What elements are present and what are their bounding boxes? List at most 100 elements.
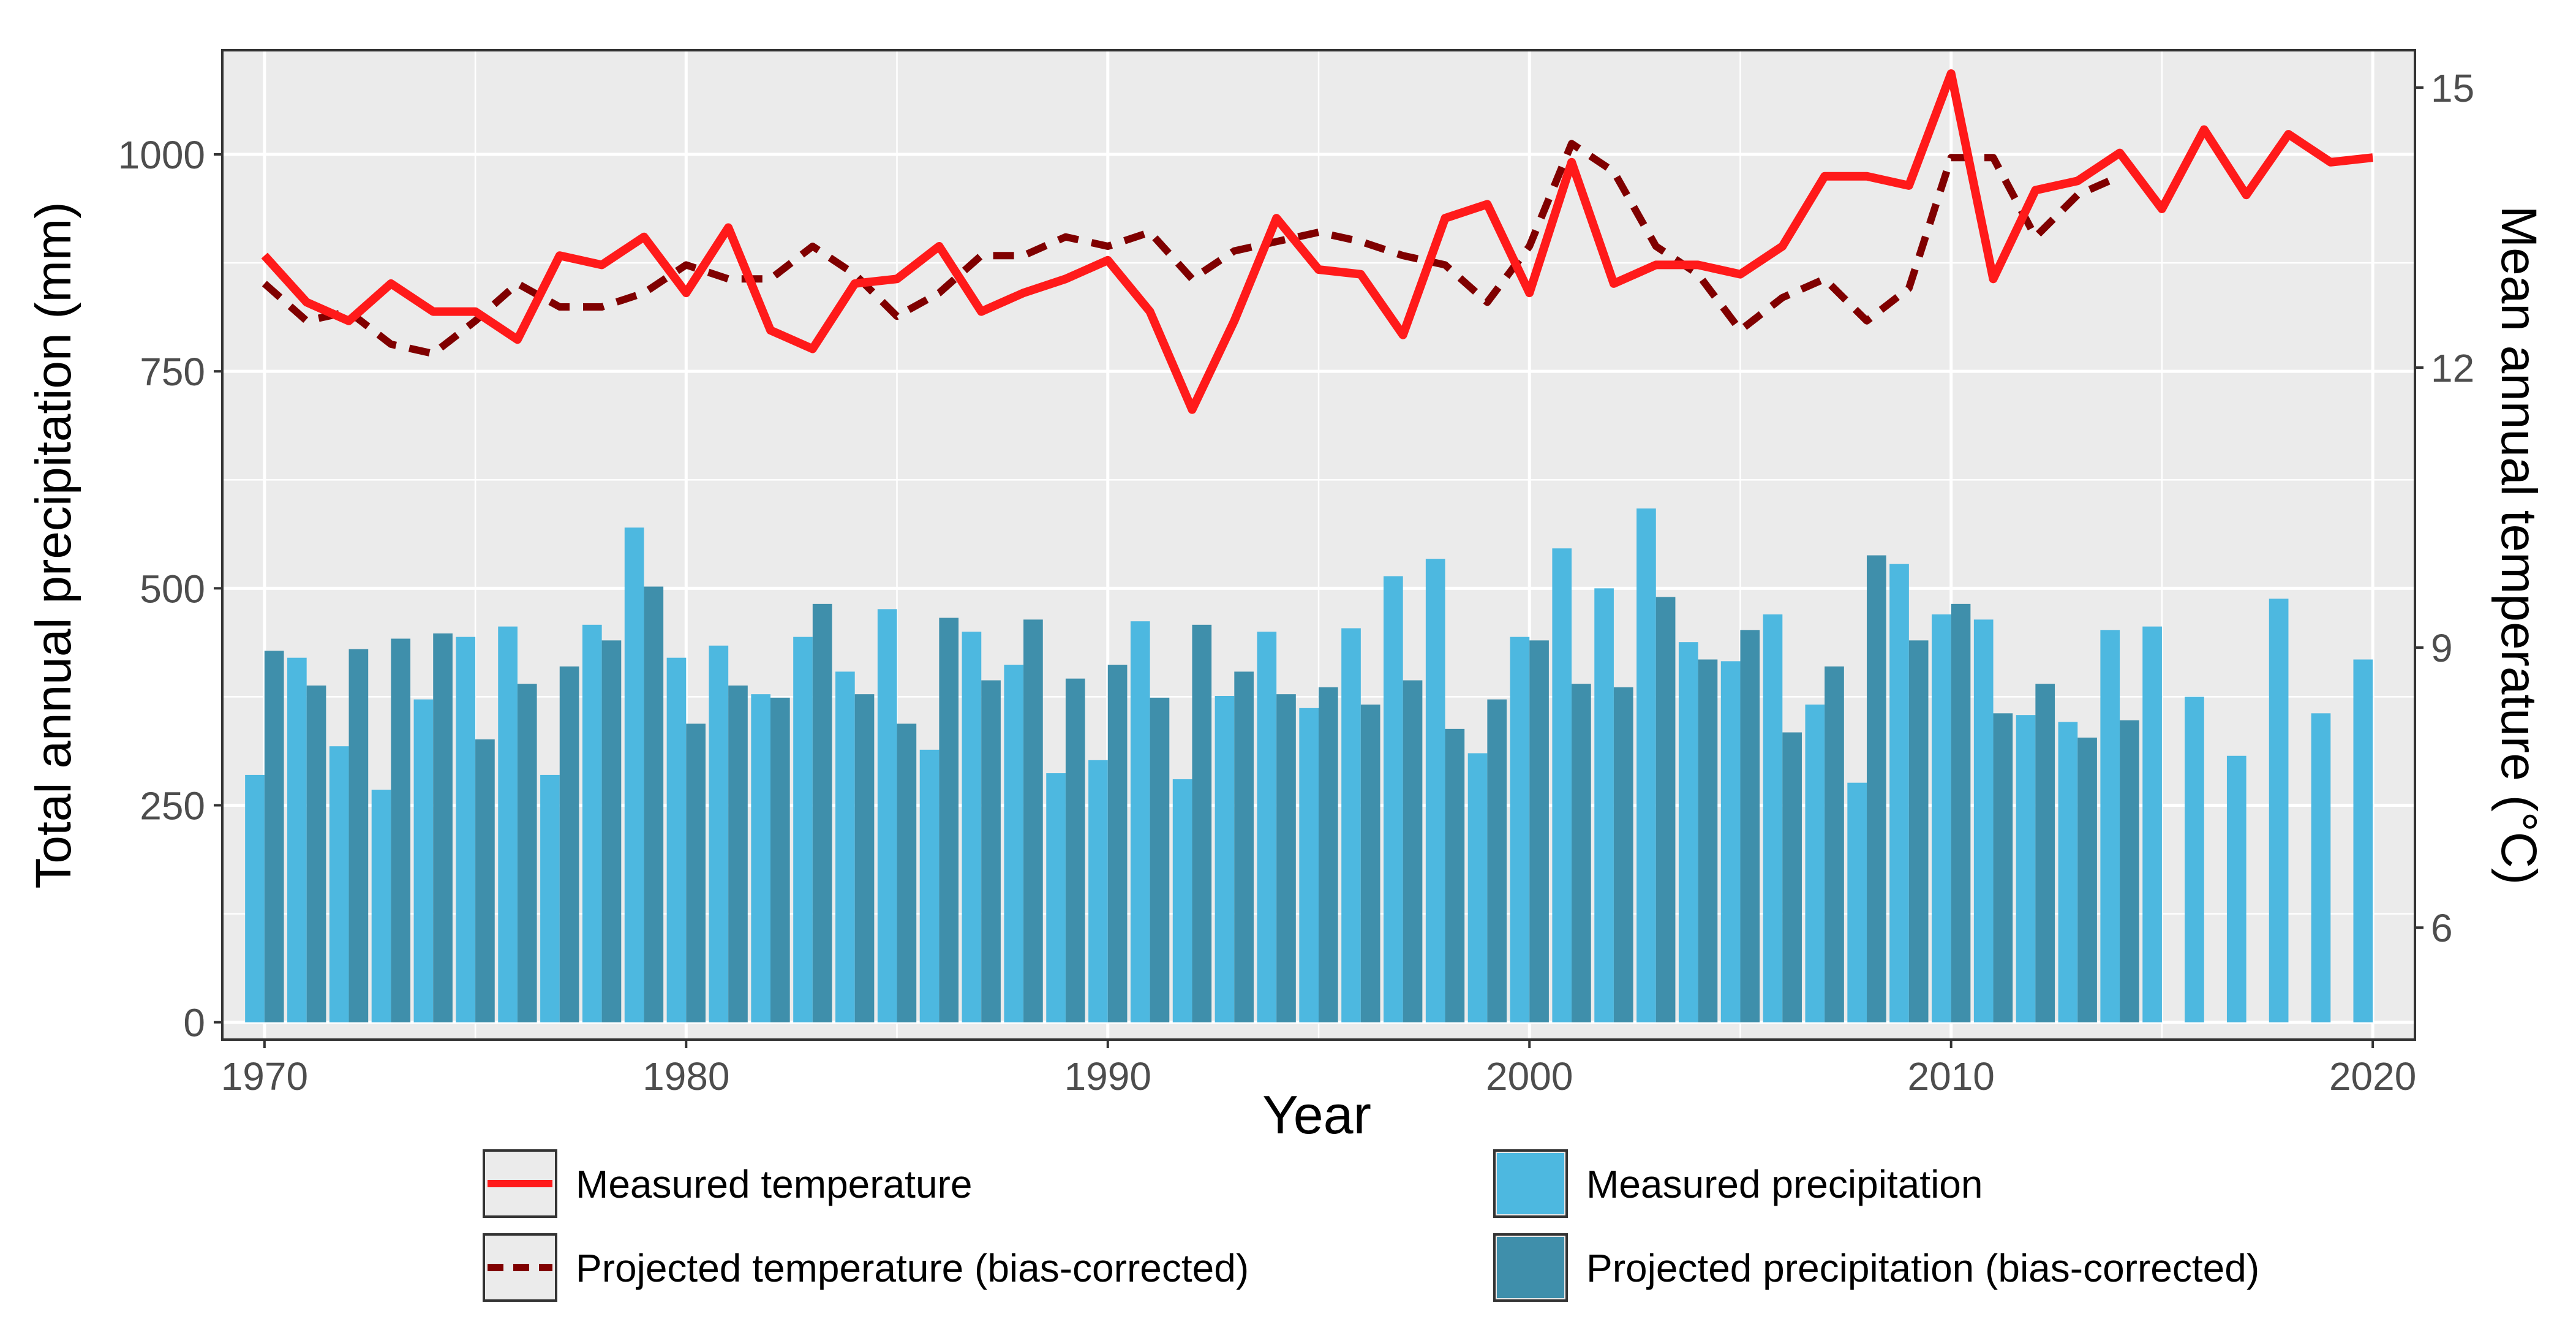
measured-precipitation-bar — [1425, 559, 1445, 1022]
measured-precipitation-bar — [1594, 588, 1614, 1022]
projected-precipitation-bar — [1445, 728, 1465, 1022]
measured-precipitation-bar — [1341, 628, 1361, 1022]
projected-precipitation-bar — [1740, 630, 1760, 1022]
measured-precipitation-bar — [1088, 760, 1108, 1022]
projected-precipitation-bar — [391, 638, 411, 1022]
projected-precipitation-bar — [559, 666, 579, 1022]
measured-precipitation-bar — [1552, 548, 1572, 1022]
projected-precipitation-bar — [517, 684, 537, 1022]
projected-precipitation-bar — [1360, 705, 1380, 1022]
projected-precipitation-bar — [1993, 713, 2013, 1022]
y-right-tick-label: 9 — [2431, 626, 2453, 670]
measured-precipitation-bar — [1004, 665, 1024, 1022]
measured-temperature-line-group — [261, 69, 2373, 414]
projected-precipitation-bar — [897, 724, 917, 1022]
y-left-tick-label: 0 — [183, 1001, 205, 1045]
axes: 0 250 500 750 1000 6 9 12 15 1970 1980 1990 2000 2010… — [118, 66, 2475, 1098]
projected-precipitation-bar — [1023, 619, 1043, 1022]
measured-precipitation-bar — [2226, 755, 2246, 1022]
measured-precipitation-bar — [835, 671, 855, 1022]
y-left-tick-label: 250 — [140, 784, 205, 828]
y-right-tick-label: 6 — [2431, 906, 2453, 950]
measured-precipitation-bar — [1384, 576, 1403, 1022]
projected-temperature-line — [262, 140, 2122, 358]
projected-precipitation-bar — [812, 603, 832, 1022]
measured-precipitation-bar — [1847, 782, 1867, 1022]
projected-precipitation-bar — [475, 739, 495, 1022]
projected-precipitation-bar — [306, 686, 326, 1022]
x-tick-label: 1970 — [221, 1054, 308, 1098]
measured-precipitation-bar — [2058, 722, 2078, 1022]
x-tick-label: 2000 — [1486, 1054, 1573, 1098]
projected-precipitation-bar — [601, 640, 622, 1022]
y-left-tick-label: 500 — [140, 567, 205, 611]
projected-precipitation-bar — [1908, 640, 1929, 1022]
projected-precipitation-bar — [1572, 684, 1591, 1022]
projected-precipitation-bar — [1234, 671, 1254, 1022]
projected-precipitation-bar — [728, 686, 748, 1022]
measured-precipitation-bar — [793, 637, 813, 1022]
x-tick-label: 2020 — [2329, 1054, 2416, 1098]
measured-precipitation-bar — [1215, 696, 1235, 1022]
projected-precipitation-bar — [770, 697, 790, 1022]
measured-precipitation-bar — [456, 637, 476, 1022]
legend: Measured temperature Measured precipitati… — [483, 1149, 2259, 1302]
projected-precipitation-bar — [1698, 659, 1718, 1022]
projected-precipitation-bar — [1150, 697, 1170, 1022]
projected-precipitation-bar — [1951, 603, 1971, 1022]
projected-precipitation-bar — [1319, 687, 1338, 1022]
projected-precipitation-bar — [2035, 684, 2055, 1022]
measured-precipitation-bar — [371, 790, 391, 1022]
projected-precipitation-bar — [981, 680, 1001, 1022]
measured-precipitation-bar — [2311, 713, 2331, 1022]
measured-precipitation-bar — [962, 632, 982, 1022]
measured-precipitation-bar — [1172, 779, 1192, 1022]
measured-precipitation-bar — [1805, 705, 1825, 1022]
panel-border — [221, 49, 2416, 1041]
measured-precipitation-bar — [624, 527, 644, 1022]
projected-precipitation-bar — [1867, 555, 1886, 1022]
y-axis-right-title: Mean annual temperature (°C) — [2491, 206, 2547, 885]
measured-precipitation-bar — [1678, 642, 1698, 1022]
projected-precipitation-bar — [348, 649, 369, 1022]
projected-precipitation-bar — [1192, 624, 1212, 1022]
measured-precipitation-bar — [1257, 632, 1277, 1022]
measured-precipitation-bar — [245, 774, 265, 1022]
projected-temperature-line-group — [262, 140, 2122, 358]
y-left-tick-label: 750 — [140, 350, 205, 394]
measured-precipitation-bar — [1636, 508, 1656, 1022]
measured-precipitation-bar — [1763, 614, 1783, 1022]
measured-precipitation-bar — [329, 746, 349, 1022]
measured-precipitation-bar — [1510, 637, 1530, 1022]
y-left-tick-label: 1000 — [118, 133, 205, 177]
measured-precipitation-bar — [1046, 773, 1066, 1022]
projected-precipitation-bar — [264, 651, 284, 1022]
y-axis-left-title: Total annual precipitation (mm) — [26, 202, 81, 888]
measured-precipitation-bar — [1889, 564, 1909, 1022]
legend-label: Projected precipitation (bias-corrected) — [1586, 1246, 2259, 1290]
projected-precipitation-bar — [1487, 699, 1507, 1022]
legend-label: Projected temperature (bias-corrected) — [576, 1246, 1249, 1290]
measured-precipitation-bar — [1467, 753, 1488, 1022]
measured-precipitation-bar — [751, 694, 770, 1022]
measured-precipitation-bar — [709, 645, 729, 1022]
projected-precipitation-bar — [854, 694, 875, 1022]
projected-precipitation-bar — [433, 633, 453, 1022]
projected-precipitation-bar — [2077, 738, 2097, 1022]
measured-precipitation-bar — [1130, 621, 1150, 1022]
projected-precipitation-bar — [1276, 694, 1296, 1022]
measured-precipitation-bar — [666, 657, 687, 1022]
measured-precipitation-bars — [245, 508, 2373, 1022]
x-tick-label: 1980 — [642, 1054, 729, 1098]
projected-precipitation-bar — [1613, 687, 1633, 1022]
measured-precipitation-bar — [287, 657, 307, 1022]
measured-precipitation-bar — [2142, 626, 2162, 1022]
measured-precipitation-bar — [1973, 619, 1994, 1022]
measured-precipitation-bar — [877, 609, 897, 1022]
x-axis-title: Year — [1262, 1084, 1371, 1145]
measured-precipitation-bar — [2100, 630, 2120, 1022]
legend-swatch-box — [1497, 1153, 1564, 1214]
y-right-tick-label: 15 — [2431, 66, 2474, 110]
projected-precipitation-bar — [2120, 720, 2139, 1022]
